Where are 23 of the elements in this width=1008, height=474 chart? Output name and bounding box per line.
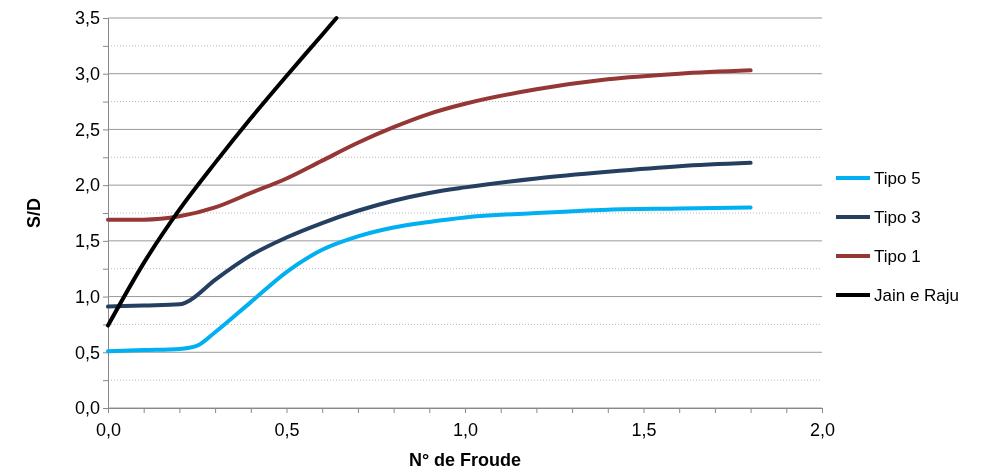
- y-tick-label: 3,5: [74, 8, 100, 29]
- line-series: [106, 68, 753, 222]
- line-series: [106, 160, 753, 309]
- y-tick-label: 1,0: [74, 286, 100, 307]
- y-tick-label: 0,5: [74, 342, 100, 363]
- legend-label: Jain e Raju: [874, 285, 960, 305]
- line-series: [106, 205, 753, 354]
- x-tick-label: 0,5: [274, 419, 300, 440]
- y-axis-title: S/D: [24, 197, 44, 229]
- y-tick-label: 2,0: [74, 175, 100, 196]
- y-tick-label: 2,5: [74, 119, 100, 140]
- legend-label: Tipo 1: [874, 246, 921, 266]
- x-tick-label: 0,0: [95, 419, 122, 440]
- line-series: [106, 16, 339, 328]
- legend-label: Tipo 5: [874, 168, 921, 188]
- y-tick-label: 1,5: [74, 231, 100, 252]
- x-tick-label: 1,5: [631, 419, 657, 440]
- x-tick-label: 1,0: [452, 419, 479, 440]
- legend-label: Tipo 3: [874, 207, 921, 227]
- x-axis-title: N° de Froude: [408, 450, 522, 470]
- x-tick-label: 2,0: [809, 419, 836, 440]
- y-tick-label: 0,0: [74, 398, 100, 419]
- y-tick-label: 3,0: [74, 63, 100, 84]
